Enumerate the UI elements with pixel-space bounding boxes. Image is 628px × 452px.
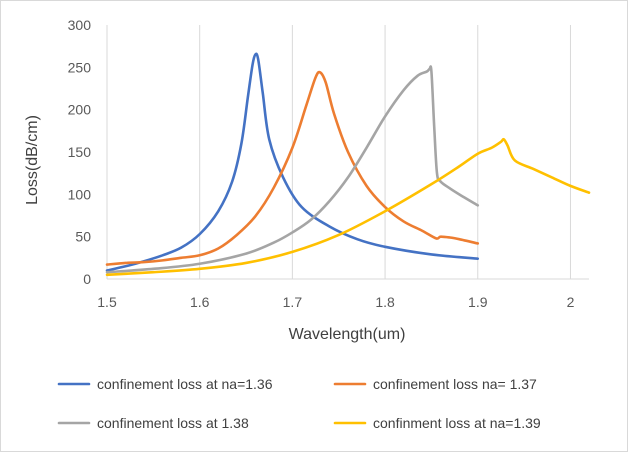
x-axis-title: Wavelength(um)	[289, 326, 406, 343]
x-tick-label: 1.6	[190, 294, 210, 310]
x-tick-label: 1.9	[468, 294, 488, 310]
legend-label-1: confinement loss at na=1.36	[97, 376, 273, 392]
x-tick-label: 1.7	[283, 294, 303, 310]
y-tick-label: 50	[75, 229, 91, 245]
y-tick-label: 150	[68, 144, 92, 160]
y-tick-label: 250	[68, 59, 92, 75]
x-tick-label: 1.5	[97, 294, 117, 310]
y-axis-title: Loss(dB/cm)	[24, 115, 41, 205]
x-tick-label: 2	[567, 294, 575, 310]
y-tick-label: 200	[68, 102, 92, 118]
legend-label-3: confinement loss at 1.38	[97, 415, 249, 431]
y-tick-label: 100	[68, 186, 92, 202]
legend-label-2: confinement loss na= 1.37	[373, 376, 537, 392]
series-line-4	[105, 137, 591, 277]
y-tick-label: 300	[68, 17, 92, 33]
series-line-2	[105, 70, 480, 266]
x-tick-label: 1.8	[375, 294, 395, 310]
legend-label-4: confinment loss at na=1.39	[373, 415, 541, 431]
y-tick-label: 0	[83, 271, 91, 287]
